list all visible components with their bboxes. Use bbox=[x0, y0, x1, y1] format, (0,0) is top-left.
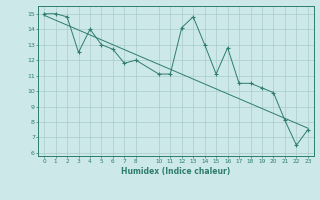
X-axis label: Humidex (Indice chaleur): Humidex (Indice chaleur) bbox=[121, 167, 231, 176]
